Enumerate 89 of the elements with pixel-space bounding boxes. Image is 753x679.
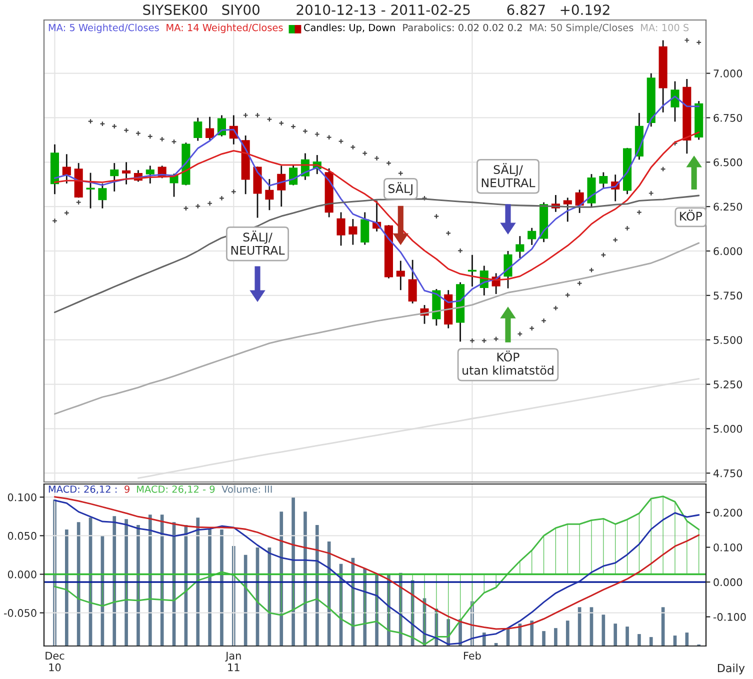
bar [64, 530, 68, 646]
y-tick-label: 7.000 [714, 70, 742, 78]
candlestick [563, 196, 572, 222]
x-tick-label: Dec 10 [46, 652, 64, 672]
text: Daily [718, 664, 745, 674]
text: MA: 14 Weighted/Closes [166, 24, 283, 34]
candlestick [348, 218, 358, 246]
bar [649, 637, 653, 646]
candlestick [122, 161, 131, 186]
candlestick [396, 260, 405, 291]
candlestick [408, 259, 417, 304]
y-tick-label: 0.050 [8, 532, 36, 540]
text: Parabolics: 0.02 0.02 0.2 [403, 24, 522, 32]
candlestick [360, 212, 370, 246]
candlestick [277, 165, 286, 208]
candlestick [289, 164, 298, 186]
text: MA: 5 Weighted/Closes [48, 24, 159, 34]
y-tick-label: 5.000 [714, 424, 742, 433]
candlestick [670, 80, 680, 122]
candlestick [194, 117, 202, 142]
candlestick [265, 178, 274, 211]
candlestick [516, 235, 524, 259]
candlestick [98, 182, 107, 210]
text: Volume: III [222, 485, 272, 493]
bar [208, 530, 212, 646]
candlestick [217, 114, 226, 138]
y-tick-label: 6.000 [714, 247, 742, 256]
bar [76, 522, 80, 646]
text: MACD: 26,12 - 9 [137, 485, 215, 494]
bar [148, 514, 152, 646]
y-tick-label: 5.500 [714, 336, 742, 344]
candlestick [86, 172, 95, 210]
candlestick [146, 165, 154, 184]
candlestick [62, 153, 71, 184]
bar [292, 496, 295, 646]
bar [626, 626, 629, 646]
point [648, 190, 654, 196]
bar [280, 512, 284, 646]
text: MA: 100 S [641, 24, 689, 32]
bar [244, 554, 248, 646]
candlestick [504, 250, 512, 290]
candlestick [528, 227, 536, 246]
candlestick [110, 162, 119, 192]
candlestick [206, 116, 214, 141]
y-tick-label: 0.000 [8, 570, 36, 578]
series-label: MACD: 26,12 : [48, 485, 117, 494]
bar [614, 624, 618, 646]
bar [304, 512, 307, 646]
series-label: 9 [124, 485, 130, 493]
bar [124, 519, 128, 646]
bar [685, 632, 689, 646]
bar [315, 525, 319, 646]
y-tick-label: 5.750 [714, 292, 742, 300]
annotation: SÄLJ/ NEUTRAL [231, 230, 285, 255]
candlestick [575, 189, 584, 214]
candlestick [468, 254, 476, 288]
y-tick-label: 5.250 [714, 380, 742, 388]
bar [554, 628, 558, 646]
annotation: KÖP [680, 210, 702, 221]
line-series [54, 194, 700, 314]
chart-title: SIYSEK00 SIY00 2010-12-13 - 2011-02-25 6.827 +0.192 [143, 4, 610, 16]
text: MA: 50 Simple/Closes [530, 24, 634, 34]
bar [638, 634, 641, 646]
y2-tick-label: 0.200 [714, 508, 742, 517]
y-tick-label: 6.500 [714, 158, 742, 166]
y-tick-label: -0.050 [4, 609, 36, 617]
y-tick-label: 4.750 [713, 469, 742, 478]
y-tick-label: 0.100 [8, 493, 36, 502]
x-tick-label: Jan 11 [225, 652, 241, 672]
bar [196, 518, 200, 646]
annotation: SÄLJ [388, 182, 412, 196]
bar [542, 631, 546, 646]
candlestick [599, 172, 608, 188]
y-tick-label: 6.250 [714, 202, 742, 211]
bar [602, 614, 606, 646]
bar [220, 530, 224, 646]
legend-label: Candles: Up, Down [304, 24, 395, 34]
line-series [54, 242, 700, 415]
bar [566, 620, 570, 646]
bar [112, 516, 116, 646]
bar [530, 620, 534, 646]
candlestick [336, 212, 346, 246]
bar [160, 514, 164, 646]
bar [136, 525, 140, 646]
x-tick-label: Feb [464, 652, 481, 660]
annotation: SÄLJ/ NEUTRAL [482, 163, 536, 188]
y2-tick-label: -0.100 [713, 613, 746, 621]
y-tick-label: 6.750 [714, 114, 742, 122]
annotation: KÖP utan klimatstöd [462, 350, 554, 375]
